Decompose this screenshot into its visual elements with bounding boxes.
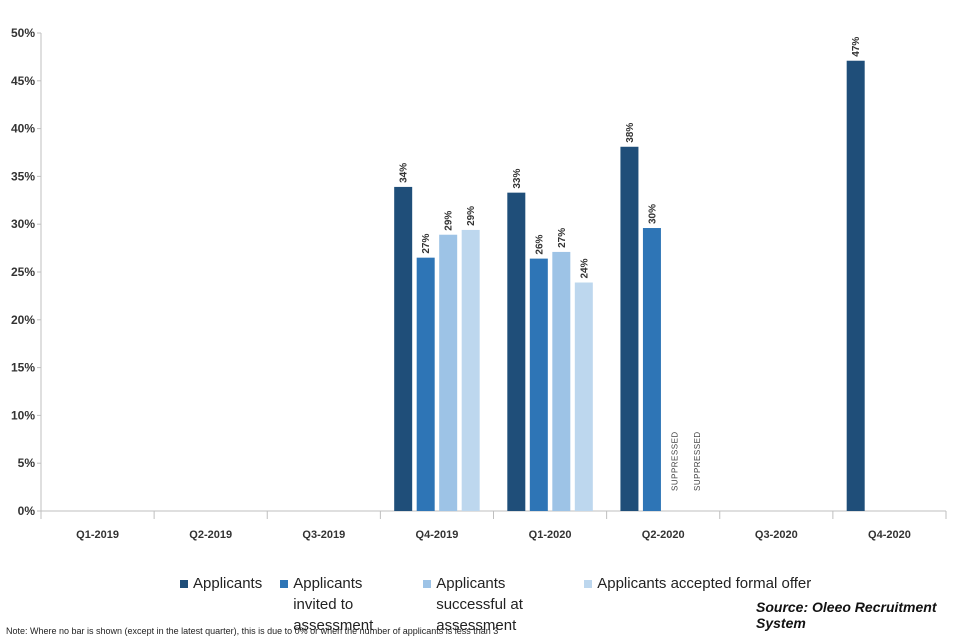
bar [529, 258, 548, 511]
y-tick-label: 10% [11, 408, 35, 422]
chart-data-labels: 34% 33% 38% 47% 27% 26% 30% 29% 27% 29% 24% SUPPRES… [399, 37, 863, 491]
bar [642, 228, 661, 512]
y-tick-label: 25% [11, 265, 35, 279]
footnote: Note: Where no bar is shown (except in t… [6, 626, 499, 636]
data-label: 27% [421, 234, 432, 254]
chart-bars [394, 60, 865, 512]
data-label: 29% [444, 211, 455, 231]
bar [620, 146, 639, 511]
legend-label: Applicants invited to assessment [293, 575, 374, 634]
chart-axes: 0% 5% 10% 15% 20% 25% 30% 35% 40% 45% 50% Q1-2019 Q2… [11, 26, 947, 541]
legend-label: Applicants [193, 575, 263, 592]
y-tick-label: 5% [18, 456, 36, 470]
bar [439, 234, 458, 511]
bar [416, 257, 435, 511]
y-tick-label: 45% [11, 74, 35, 88]
legend-item-invited: Applicants invited to assessment [280, 573, 405, 636]
legend-swatch [280, 580, 289, 588]
y-tick-label: 15% [11, 361, 35, 375]
legend-item-accepted: Applicants accepted formal offer [584, 573, 811, 636]
legend-swatch [423, 580, 432, 588]
y-tick-label: 0% [18, 504, 36, 518]
data-label: 34% [399, 163, 410, 183]
legend-label: Applicants successful at assessment [436, 575, 523, 634]
data-label: 30% [647, 204, 658, 224]
suppressed-label: SUPPRESSED [693, 431, 702, 491]
x-tick-label: Q4-2019 [416, 529, 459, 541]
x-tick-label: Q1-2019 [76, 529, 119, 541]
bar [394, 186, 413, 511]
data-label: 29% [466, 206, 477, 226]
suppressed-label: SUPPRESSED [670, 431, 679, 491]
legend-label: Applicants accepted formal offer [597, 575, 812, 592]
data-label: 26% [534, 234, 545, 254]
y-tick-label: 35% [11, 169, 35, 183]
source-note: Source: Oleeo Recruitment System [756, 599, 937, 631]
y-tick-label: 40% [11, 122, 35, 136]
data-label: 47% [851, 37, 862, 57]
y-tick-label: 50% [11, 26, 35, 40]
x-tick-label: Q2-2019 [189, 529, 232, 541]
x-tick-label: Q1-2020 [529, 529, 572, 541]
x-tick-label: Q3-2020 [755, 529, 798, 541]
legend-item-successful: Applicants successful at assessment [423, 573, 566, 636]
bar [461, 229, 480, 511]
x-tick-label: Q3-2019 [302, 529, 345, 541]
legend-swatch [584, 580, 593, 588]
legend-item-applicants: Applicants [180, 573, 262, 636]
bar [574, 282, 593, 511]
y-tick-label: 20% [11, 313, 35, 327]
legend-swatch [180, 580, 188, 588]
bar [552, 251, 571, 511]
data-label: 24% [579, 258, 590, 278]
data-label: 33% [512, 169, 523, 189]
data-label: 38% [625, 123, 636, 143]
chart-legend: Applicants Applicants invited to assessm… [180, 573, 811, 636]
bar [846, 60, 865, 511]
bar-chart: 0% 5% 10% 15% 20% 25% 30% 35% 40% 45% 50% Q1-2019 Q2… [11, 26, 947, 541]
data-label: 27% [557, 228, 568, 248]
y-tick-label: 30% [11, 217, 35, 231]
x-tick-label: Q4-2020 [868, 529, 911, 541]
x-tick-label: Q2-2020 [642, 529, 685, 541]
bar [507, 192, 526, 512]
